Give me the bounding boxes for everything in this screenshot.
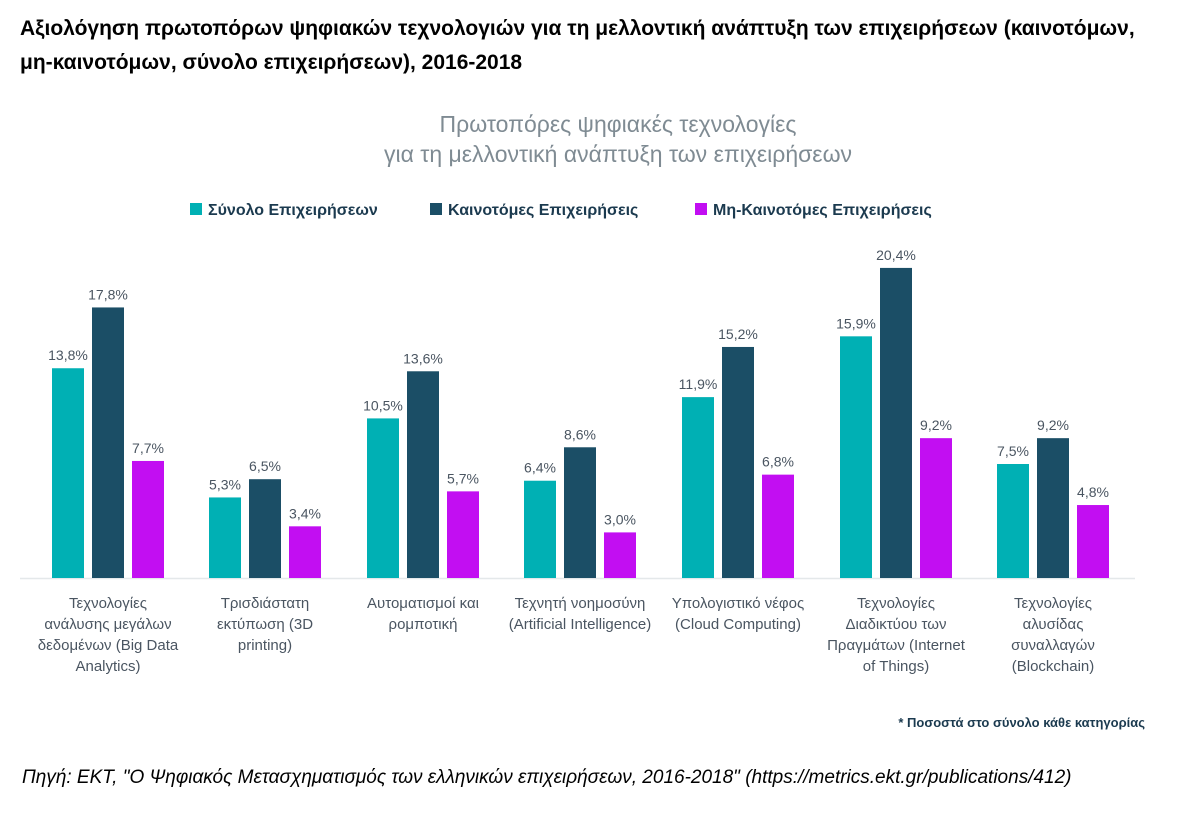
data-label-3-4: 3,0%	[604, 511, 636, 527]
category-label-4: (Artificial Intelligence)	[509, 616, 652, 633]
bar-1-7	[997, 464, 1029, 578]
main-title: Αξιολόγηση πρωτοπόρων ψηφιακών τεχνολογι…	[20, 17, 1135, 74]
bar-2-7	[1037, 438, 1069, 578]
bar-3-2	[289, 526, 321, 578]
bar-3-3	[447, 491, 479, 578]
bar-3-7	[1077, 505, 1109, 578]
bar-2-6	[880, 267, 912, 578]
category-label-5: (Cloud Computing)	[675, 616, 801, 633]
bar-3-6	[920, 438, 952, 578]
category-label-7: αλυσίδας	[1023, 616, 1084, 633]
legend-label-2: Καινοτόμες Επιχειρήσεις	[448, 202, 638, 219]
chart-annotation: * Ποσοστά στο σύνολο κάθε κατηγορίας	[898, 715, 1145, 730]
data-label-1-4: 6,4%	[524, 460, 556, 476]
bar-1-4	[524, 480, 556, 578]
bar-2-3	[407, 371, 439, 578]
data-label-3-7: 4,8%	[1077, 484, 1109, 500]
category-label-6: Πραγμάτων (Internet	[827, 637, 966, 654]
bar-3-5	[762, 474, 794, 578]
data-label-2-2: 6,5%	[249, 458, 281, 474]
category-label-1: ανάλυσης μεγάλων	[44, 616, 171, 633]
legend-swatch-3	[695, 203, 707, 215]
chart-title-line: Πρωτοπόρες ψηφιακές τεχνολογίες	[440, 111, 797, 137]
data-label-2-3: 13,6%	[403, 350, 443, 366]
data-label-2-6: 20,4%	[876, 247, 916, 263]
bar-1-2	[209, 497, 241, 578]
data-label-1-2: 5,3%	[209, 476, 241, 492]
category-label-2: printing)	[238, 637, 292, 654]
legend-swatch-2	[430, 203, 442, 215]
bar-1-5	[682, 397, 714, 578]
data-label-1-3: 10,5%	[363, 397, 403, 413]
category-label-2: εκτύπωση (3D	[217, 616, 313, 633]
source-note: Πηγή: ΕΚΤ, "Ο Ψηφιακός Μετασχηματισμός τ…	[22, 767, 1072, 788]
bar-2-1	[92, 307, 124, 578]
data-label-1-7: 7,5%	[997, 443, 1029, 459]
data-label-2-1: 17,8%	[88, 286, 128, 302]
data-label-1-1: 13,8%	[48, 347, 88, 363]
data-label-3-6: 9,2%	[920, 417, 952, 433]
category-label-6: Διαδικτύου των	[846, 616, 947, 633]
data-label-3-2: 3,4%	[289, 505, 321, 521]
category-label-4: Τεχνητή νοημοσύνη	[515, 595, 646, 612]
category-label-1: Τεχνολογίες	[69, 595, 147, 612]
category-label-2: Τρισδιάστατη	[221, 595, 310, 612]
category-label-6: of Things)	[863, 658, 929, 675]
legend-label-1: Σύνολο Επιχειρήσεων	[208, 202, 378, 219]
category-label-7: Τεχνολογίες	[1014, 595, 1092, 612]
category-label-6: Τεχνολογίες	[857, 595, 935, 612]
category-label-5: Υπολογιστικό νέφος	[672, 595, 804, 612]
bar-3-4	[604, 532, 636, 578]
legend-swatch-1	[190, 203, 202, 215]
bar-2-4	[564, 447, 596, 578]
category-label-1: δεδομένων (Big Data	[38, 637, 179, 654]
data-label-1-6: 15,9%	[836, 315, 876, 331]
data-label-2-7: 9,2%	[1037, 417, 1069, 433]
data-label-2-5: 15,2%	[718, 326, 758, 342]
data-label-3-1: 7,7%	[132, 440, 164, 456]
category-label-7: (Blockchain)	[1012, 658, 1095, 675]
chart-title-line: για τη μελλοντική ανάπτυξη των επιχειρήσ…	[384, 141, 852, 167]
data-label-3-5: 6,8%	[762, 454, 794, 470]
legend-label-3: Μη-Καινοτόμες Επιχειρήσεις	[713, 202, 932, 219]
bar-3-1	[132, 460, 164, 578]
data-label-1-5: 11,9%	[679, 376, 718, 392]
bar-1-6	[840, 336, 872, 578]
category-label-1: Analytics)	[75, 658, 140, 675]
bar-2-2	[249, 479, 281, 578]
data-label-2-4: 8,6%	[564, 426, 596, 442]
category-label-3: Αυτοματισμοί και	[367, 595, 479, 612]
bar-1-3	[367, 418, 399, 578]
category-label-3: ρομποτική	[389, 616, 458, 633]
data-label-3-3: 5,7%	[447, 470, 479, 486]
bar-1-1	[52, 368, 84, 578]
bar-2-5	[722, 346, 754, 578]
category-label-7: συναλλαγών	[1011, 637, 1095, 654]
